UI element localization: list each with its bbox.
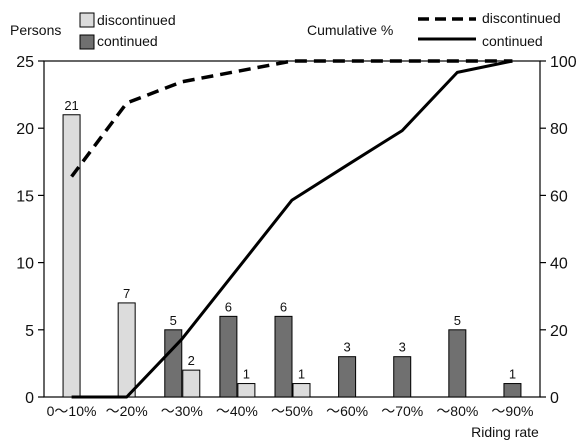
- cumulative-line-continued: [71, 59, 513, 399]
- legend-label-continued-bar: continued: [97, 33, 158, 49]
- data-label-discontinued-3: 1: [243, 367, 250, 382]
- bar-continued-8: [503, 383, 522, 398]
- bar-continued-6: [393, 356, 412, 398]
- bar-continued-3: [219, 315, 238, 398]
- y-left-tick-label-2: 10: [16, 256, 34, 273]
- cumulative-line-discontinued: [70, 59, 513, 178]
- y-right-tick-label-3: 60: [550, 188, 568, 205]
- x-tick-label-7: ～80%: [436, 403, 478, 419]
- legend-label-continued-line: continued: [482, 33, 543, 49]
- x-tick-label-5: ～60%: [326, 403, 368, 419]
- x-tick-label-4: ～50%: [271, 403, 313, 419]
- x-tick-label-3: ～40%: [216, 403, 258, 419]
- chart-marks: 0 5 10 15 20 25 0 20 40 60 80 100 21 7 5 2 6 1 6 1 3 3 5 1 0～10%…: [16, 54, 577, 419]
- bar-discontinued-0: [62, 114, 81, 398]
- legend-swatch-discontinued-bar: [79, 12, 95, 28]
- data-label-continued-5: 3: [343, 340, 350, 355]
- data-label-continued-7: 5: [454, 313, 461, 328]
- x-tick-label-0: 0～10%: [47, 403, 97, 419]
- data-label-continued-8: 1: [509, 367, 516, 382]
- y-right-tick-label-0: 0: [550, 390, 559, 407]
- y-right-tick-label-1: 20: [550, 323, 568, 340]
- y-left-axis-label: Persons: [10, 22, 61, 38]
- bar-discontinued-1: [117, 302, 136, 398]
- legend-swatch-continued-bar: [79, 34, 95, 50]
- legend-label-discontinued-bar: discontinued: [97, 12, 176, 28]
- data-label-discontinued-2: 2: [188, 353, 195, 368]
- data-label-discontinued-0: 21: [64, 98, 78, 113]
- x-tick-label-1: ～20%: [106, 403, 148, 419]
- x-tick-label-2: ～30%: [161, 403, 203, 419]
- y-left-tick-label-4: 20: [16, 121, 34, 138]
- x-axis-label: Riding rate: [471, 424, 539, 440]
- y-left-tick-label-1: 5: [25, 323, 34, 340]
- x-tick-label-6: ～70%: [381, 403, 423, 419]
- y-right-axis-label: Cumulative %: [307, 22, 393, 38]
- bar-continued-4: [274, 315, 293, 398]
- y-right-tick-label-2: 40: [550, 256, 568, 273]
- bar-discontinued-2: [182, 369, 201, 398]
- data-label-discontinued-4: 1: [298, 367, 305, 382]
- y-left-tick-label-3: 15: [16, 188, 34, 205]
- y-right-tick-label-5: 100: [550, 54, 577, 71]
- x-tick-label-8: ～90%: [491, 403, 533, 419]
- data-label-continued-2: 5: [170, 313, 177, 328]
- data-label-continued-3: 6: [225, 299, 232, 314]
- bar-discontinued-4: [292, 383, 311, 398]
- y-right-tick-label-4: 80: [550, 121, 568, 138]
- bar-continued-2: [164, 329, 183, 398]
- data-label-continued-4: 6: [280, 299, 287, 314]
- data-label-discontinued-1: 7: [123, 286, 130, 301]
- legend-label-discontinued-line: discontinued: [482, 10, 561, 26]
- bar-continued-5: [338, 356, 357, 398]
- bar-continued-7: [448, 329, 467, 398]
- data-label-continued-6: 3: [399, 340, 406, 355]
- bar-discontinued-3: [237, 383, 256, 398]
- y-left-tick-label-5: 25: [16, 54, 34, 71]
- y-left-tick-label-0: 0: [25, 390, 34, 407]
